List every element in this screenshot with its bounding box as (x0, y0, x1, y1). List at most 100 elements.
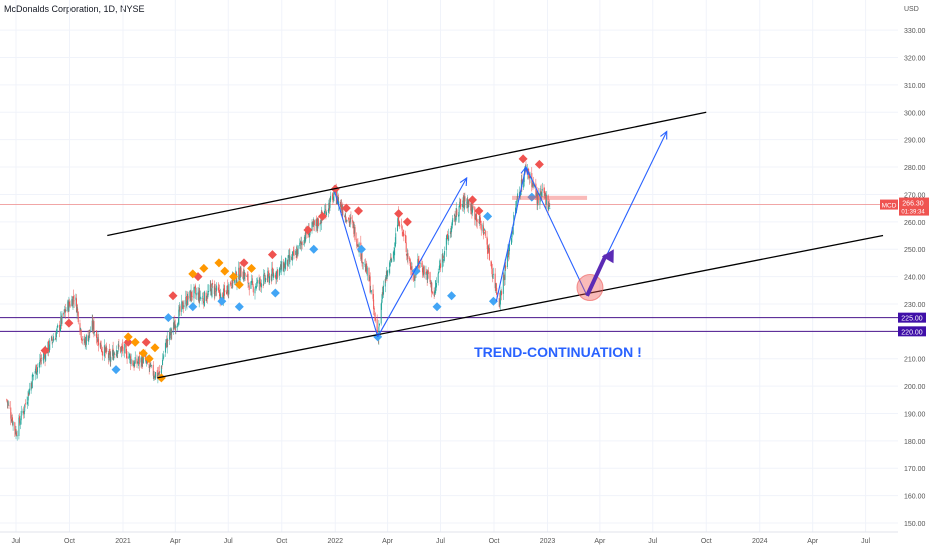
buy-signal-marker (483, 211, 493, 221)
candle-body (40, 360, 42, 362)
candle-body (51, 337, 53, 341)
candle-body (162, 358, 164, 360)
neutral-signal-marker (188, 269, 198, 279)
sell-signal-marker (467, 195, 477, 205)
candle-body (448, 235, 450, 241)
projection-arrow-head (601, 249, 614, 264)
candle-body (270, 274, 272, 281)
candle-body (276, 270, 278, 274)
candle-body (511, 232, 513, 238)
price-tick-label: 260.00 (904, 220, 926, 227)
candle-body (209, 284, 211, 292)
price-tick-label: 210.00 (904, 357, 926, 364)
candle-body (130, 356, 132, 364)
candle-body (395, 233, 397, 245)
candle-body (396, 224, 398, 232)
candle-body (60, 316, 62, 327)
candles-layer (6, 161, 551, 441)
candle-body (537, 192, 539, 204)
candle-body (214, 288, 216, 290)
candle-body (64, 309, 66, 311)
candle-body (386, 270, 388, 277)
candle-body (466, 198, 468, 204)
candle-body (483, 226, 485, 236)
candle-body (547, 195, 549, 210)
candle-body (291, 255, 293, 260)
candle-body (517, 195, 519, 197)
candle-body (242, 277, 244, 279)
candle-body (216, 285, 218, 291)
candle-body (255, 286, 257, 288)
candle-body (52, 342, 54, 343)
candle-body (388, 269, 390, 273)
buy-signal-marker (356, 244, 366, 254)
candle-body (394, 247, 396, 256)
candle-body (515, 207, 517, 215)
projection-arrow-line (585, 254, 608, 297)
candle-body (435, 283, 437, 288)
candle-body (202, 296, 204, 298)
candle-body (471, 206, 473, 213)
candle-body (295, 250, 297, 255)
candle-body (326, 212, 328, 216)
candle-body (289, 255, 291, 263)
candle-body (207, 290, 209, 298)
candle-body (348, 218, 350, 220)
candle-body (165, 339, 167, 343)
candle-body (434, 291, 436, 294)
candle-body (319, 222, 321, 226)
candle-body (61, 313, 63, 324)
candle-body (301, 241, 303, 246)
candle-body (446, 235, 448, 240)
candle-body (50, 336, 52, 341)
candle-body (352, 219, 354, 223)
currency-label: USD (904, 6, 919, 13)
candle-body (263, 274, 265, 285)
candle-body (406, 254, 408, 256)
candle-body (512, 225, 514, 235)
candle-body (89, 329, 91, 333)
candle-body (218, 289, 220, 291)
candle-body (187, 295, 189, 300)
candle-body (109, 349, 111, 354)
candle-body (478, 222, 480, 224)
candle-body (251, 280, 253, 283)
candle-body (24, 404, 26, 412)
candle-body (262, 284, 264, 286)
candle-body (339, 201, 341, 207)
candle-body (454, 215, 456, 223)
candle-body (56, 329, 58, 333)
candle-body (283, 262, 284, 272)
candle-body (102, 351, 104, 356)
candle-body (482, 224, 484, 232)
candle-body (182, 300, 184, 309)
candle-body (490, 261, 492, 267)
candle-body (150, 365, 152, 367)
candle-body (91, 320, 93, 331)
neutral-signal-marker (144, 354, 154, 364)
neutral-signal-marker (220, 266, 230, 276)
candle-body (283, 263, 285, 272)
candle-body (325, 209, 327, 217)
price-axis-bg (898, 0, 932, 550)
candle-body (433, 291, 435, 296)
candle-body (362, 262, 364, 264)
candle-body (116, 350, 118, 357)
candle-body (175, 326, 177, 328)
candle-body (278, 268, 280, 276)
candle-body (231, 287, 233, 289)
candle-body (370, 291, 372, 293)
candle-body (107, 352, 109, 359)
candle-body (239, 279, 241, 280)
candle-body (356, 238, 358, 246)
time-tick-label: Oct (64, 538, 75, 545)
candle-body (219, 294, 221, 302)
candle-body (224, 290, 226, 293)
candle-body (92, 322, 94, 329)
candle-body (26, 402, 28, 404)
candle-body (468, 201, 470, 204)
candle-body (364, 265, 366, 272)
candle-body (248, 285, 250, 291)
candle-body (255, 286, 257, 288)
